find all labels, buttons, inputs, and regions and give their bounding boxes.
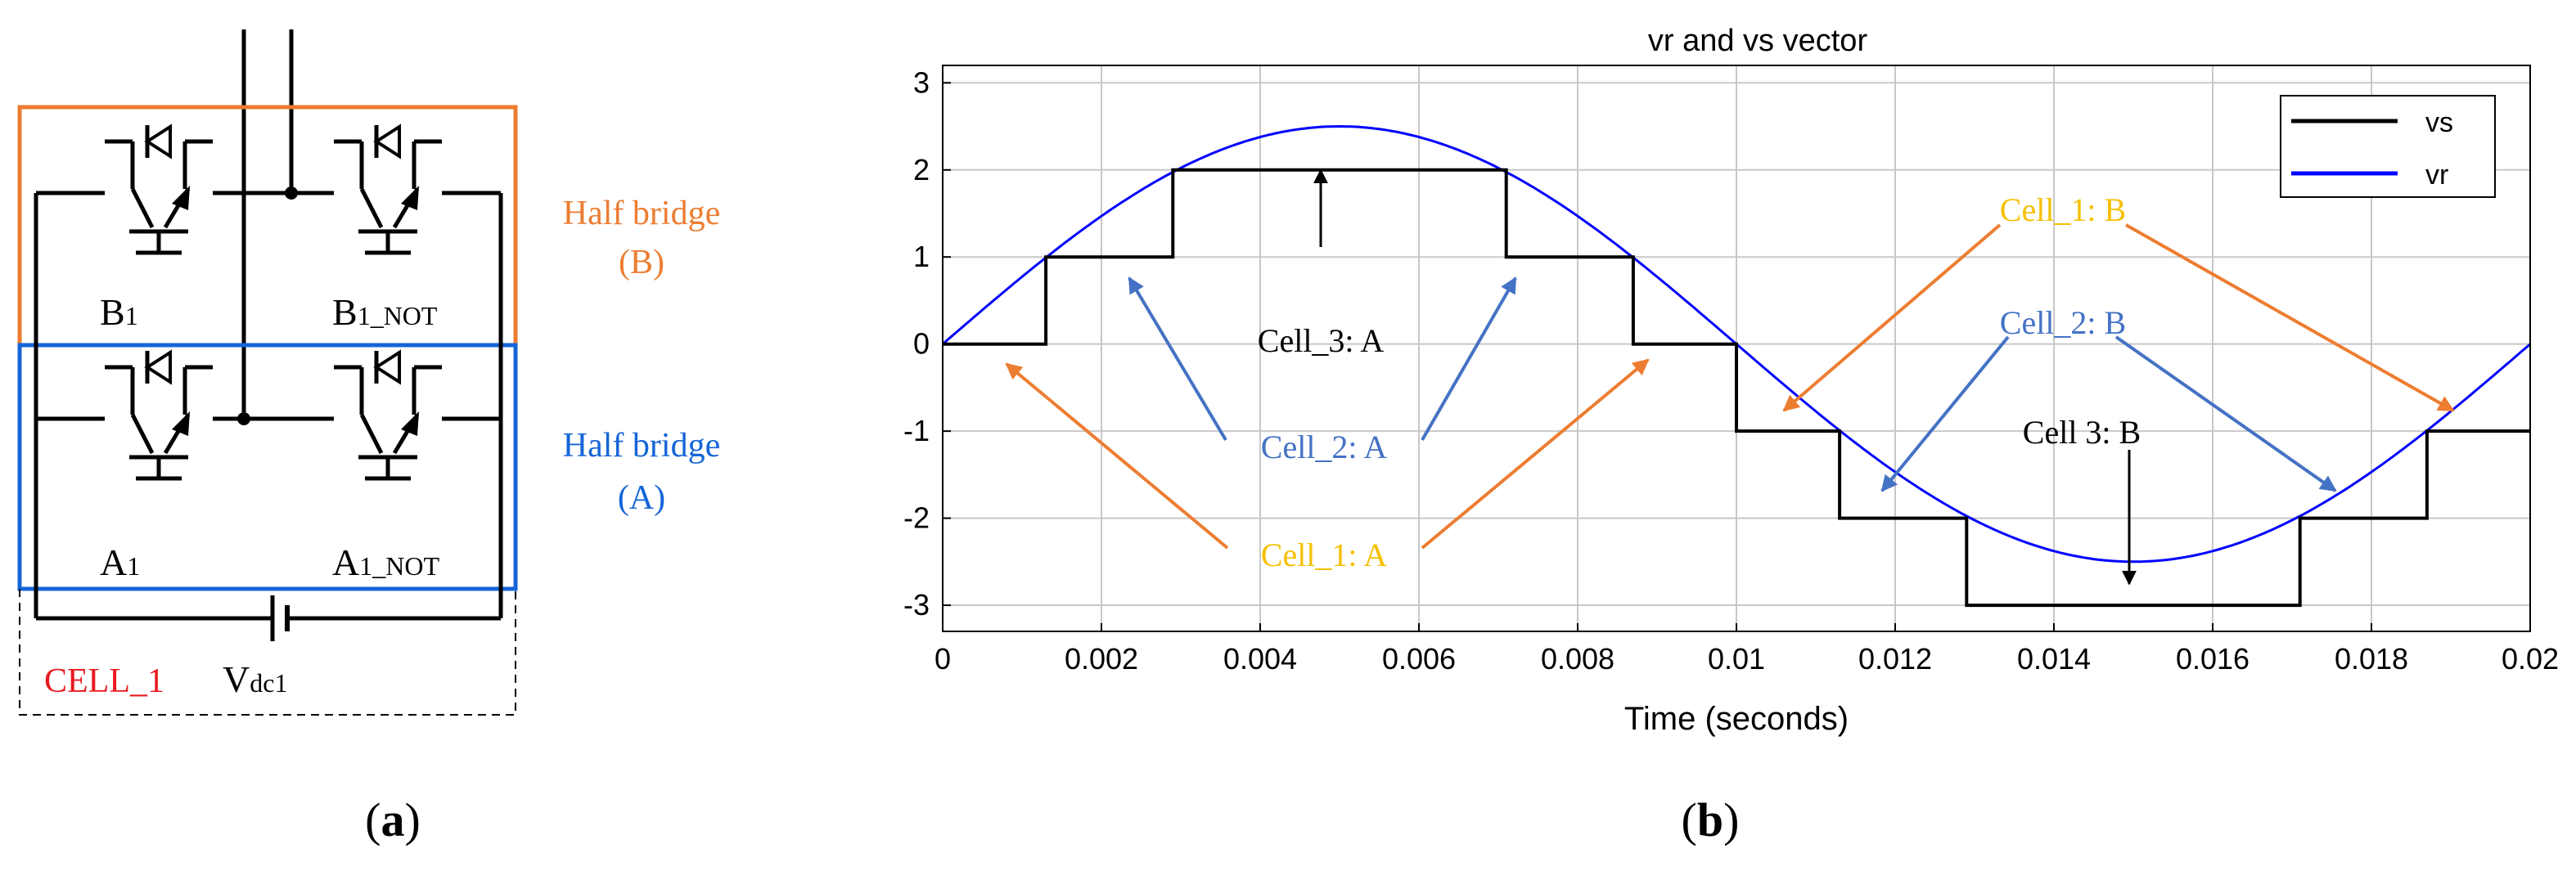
x-tick-label: 0.004 <box>1223 642 1297 676</box>
label-a1: A1 <box>100 541 140 583</box>
x-tick-label: 0.014 <box>2017 642 2091 676</box>
annotation-cell2-b: Cell_2: B <box>2000 304 2126 341</box>
node-dot <box>285 186 298 200</box>
legend: vs vr <box>2280 95 2496 198</box>
series-vs-line <box>943 168 2530 608</box>
x-tick-label: 0.01 <box>1708 642 1765 676</box>
x-tick-label: 0.006 <box>1382 642 1456 676</box>
x-axis-ticks: 0 0.002 0.004 0.006 0.008 0.01 0.012 0.014 0.016… <box>934 623 2559 676</box>
igbt-switch-a1-not <box>334 351 442 478</box>
annotation-arrows <box>1005 168 2455 586</box>
caption-a: (a) <box>365 793 421 846</box>
series-group <box>942 124 2531 608</box>
annotation-cell3-a: Cell_3: A <box>1258 322 1385 359</box>
x-axis-label: Time (seconds) <box>1624 701 1849 737</box>
y-axis-ticks: -3 -2 -1 0 1 2 3 <box>903 65 951 622</box>
arrow-cell1-a-left <box>1005 362 1229 550</box>
half-bridge-a-letter: (A) <box>618 479 665 517</box>
arrow-cell1-b-right <box>2125 223 2455 412</box>
arrow-cell2-b-right <box>2114 335 2337 492</box>
y-tick-label: -3 <box>903 588 930 622</box>
vdc-label: Vdc1 <box>223 658 287 700</box>
arrow-cell2-a-right <box>1421 276 1517 441</box>
annotation-cell3-b: Cell 3: B <box>2023 414 2141 451</box>
y-tick-label: -1 <box>903 414 930 447</box>
plot-area <box>942 65 2531 632</box>
x-tick-label: 0.008 <box>1541 642 1615 676</box>
circuit-panel: B1 B1_NOT A1 A1_NOT CELL_1 Vdc1 Half bri… <box>17 29 720 846</box>
y-tick-label: 1 <box>913 240 930 273</box>
cell-label: CELL_1 <box>44 662 164 700</box>
node-dot <box>237 412 250 425</box>
x-tick-label: 0 <box>934 642 951 676</box>
x-tick-label: 0.012 <box>1858 642 1932 676</box>
annotation-cell1-b: Cell_1: B <box>2000 191 2126 228</box>
label-b1: B1 <box>100 291 138 333</box>
half-bridge-b-letter: (B) <box>619 244 664 281</box>
x-tick-label: 0.02 <box>2502 642 2559 676</box>
label-b1-not: B1_NOT <box>332 291 438 333</box>
cell-boundary <box>19 589 516 716</box>
annotation-cell2-a: Cell_2: A <box>1261 429 1388 465</box>
x-tick-label: 0.016 <box>2176 642 2249 676</box>
legend-box <box>2280 95 2496 198</box>
chart-panel: vr and vs vector 0 0.002 0.004 0.006 0.008 0.… <box>903 24 2559 846</box>
annotation-cell1-a: Cell_1: A <box>1261 537 1388 573</box>
legend-label-vr: vr <box>2425 159 2448 191</box>
y-tick-label: 0 <box>913 327 930 361</box>
arrow-cell1-a-right <box>1421 358 1650 550</box>
igbt-switch-a1 <box>105 351 213 478</box>
half-bridge-a-box <box>17 343 518 591</box>
chart-title: vr and vs vector <box>1648 24 1868 58</box>
half-bridge-b-title: Half bridge <box>563 195 720 232</box>
x-tick-label: 0.002 <box>1065 642 1138 676</box>
arrow-cell2-a-left <box>1128 276 1227 442</box>
caption-b: (b) <box>1682 793 1740 846</box>
arrow-cell1-b-left <box>1782 223 2002 412</box>
y-tick-label: 2 <box>913 153 930 186</box>
legend-label-vs: vs <box>2425 107 2453 138</box>
igbt-switch-b1 <box>105 125 213 253</box>
arrow-cell2-b-left <box>1880 335 2010 492</box>
y-tick-label: -2 <box>903 501 930 535</box>
label-a1-not: A1_NOT <box>332 541 439 583</box>
y-tick-label: 3 <box>913 65 930 99</box>
igbt-switch-b1-not <box>334 125 442 253</box>
half-bridge-a-title: Half bridge <box>563 427 720 465</box>
x-tick-label: 0.018 <box>2335 642 2408 676</box>
